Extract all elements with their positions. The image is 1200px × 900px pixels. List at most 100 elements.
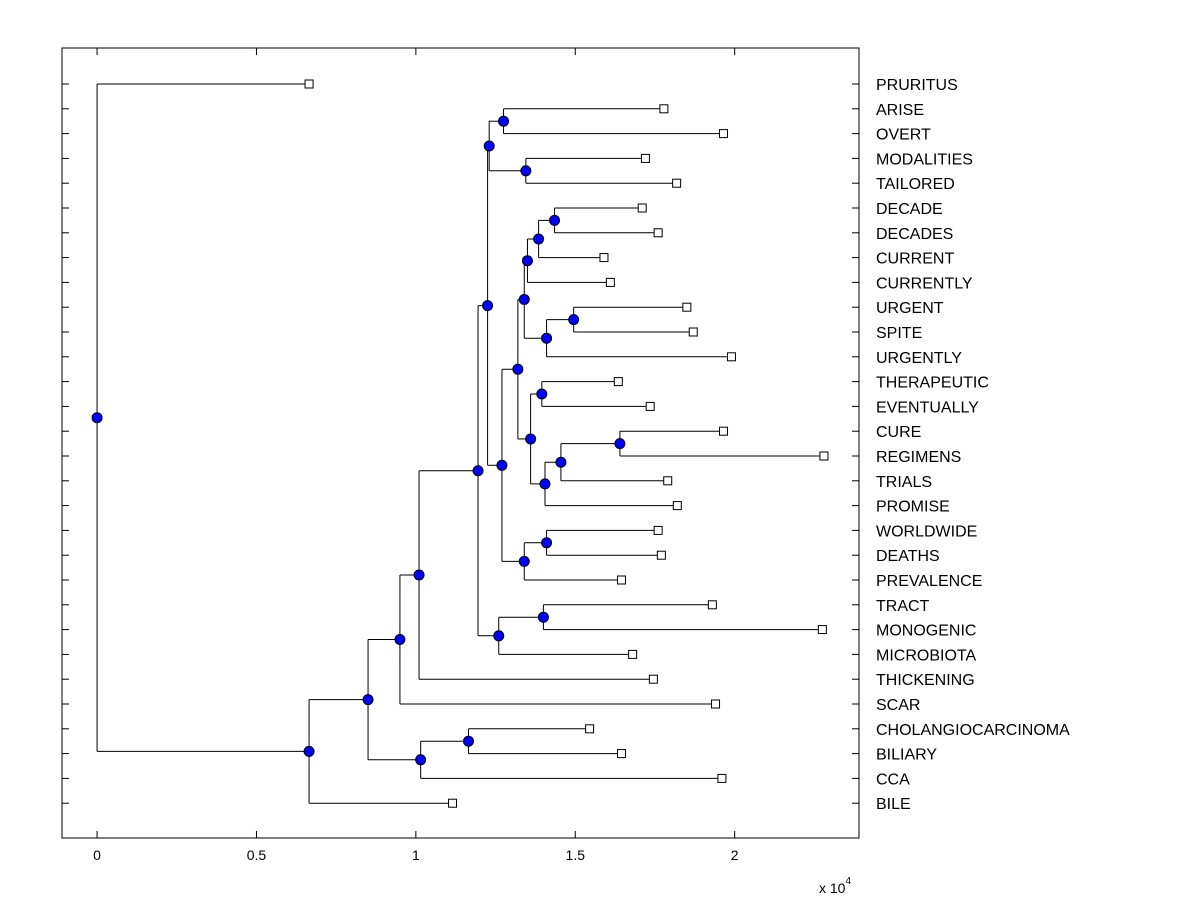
leaf-label: CURRENT xyxy=(876,251,954,268)
leaf-marker xyxy=(672,178,682,188)
node-marker xyxy=(536,388,548,400)
leaf-marker xyxy=(663,476,673,486)
leaf-marker xyxy=(448,798,458,808)
leaf-label: THICKENING xyxy=(876,672,975,689)
node-marker xyxy=(462,735,474,747)
leaf-label: THERAPEUTIC xyxy=(876,375,989,392)
node-marker xyxy=(549,214,561,226)
x-tick-label: 1 xyxy=(412,847,420,863)
leaf-label: DEATHS xyxy=(876,548,940,565)
node-marker xyxy=(496,459,508,471)
x-ticks: 0 0.5 1 1.5 2 xyxy=(93,48,739,863)
leaf-marker xyxy=(648,674,658,684)
node-marker xyxy=(533,233,545,245)
leaf-markers xyxy=(304,79,829,808)
leaf-label: TRACT xyxy=(876,598,930,615)
node-marker xyxy=(539,478,551,490)
leaf-marker xyxy=(717,773,727,783)
leaf-label: OVERT xyxy=(876,127,931,144)
node-marker xyxy=(525,433,537,445)
leaf-marker xyxy=(645,401,655,411)
node-marker xyxy=(415,754,427,766)
leaf-label: CHOLANGIOCARCINOMA xyxy=(876,722,1070,739)
leaf-marker xyxy=(726,352,736,362)
leaf-label: URGENTLY xyxy=(876,350,962,367)
node-marker xyxy=(498,115,510,127)
leaf-label: EVENTUALLY xyxy=(876,399,979,416)
node-marker xyxy=(518,293,530,305)
root-node-marker xyxy=(91,412,103,424)
leaf-label: URGENT xyxy=(876,300,944,317)
leaf-label: CURE xyxy=(876,424,921,441)
node-marker xyxy=(413,569,425,581)
node-marker xyxy=(555,456,567,468)
node-marker xyxy=(614,438,626,450)
leaf-label: MODALITIES xyxy=(876,151,973,168)
node-marker xyxy=(303,745,315,757)
node-marker xyxy=(472,465,484,477)
leaf-marker xyxy=(819,451,829,461)
leaf-marker xyxy=(656,550,666,560)
node-markers xyxy=(91,115,626,766)
leaf-marker xyxy=(682,302,692,312)
node-marker xyxy=(537,611,549,623)
node-marker xyxy=(520,165,532,177)
node-marker xyxy=(362,694,374,706)
leaf-marker xyxy=(653,228,663,238)
x-tick-label: 1.5 xyxy=(566,847,586,863)
leaf-marker xyxy=(711,699,721,709)
leaf-marker xyxy=(817,625,827,635)
leaf-label: SCAR xyxy=(876,697,920,714)
node-marker xyxy=(541,537,553,549)
leaf-label: SPITE xyxy=(876,325,922,342)
leaf-label: DECADES xyxy=(876,226,953,243)
leaf-marker xyxy=(637,203,647,213)
x-tick-label: 0 xyxy=(93,847,101,863)
leaf-marker xyxy=(719,129,729,139)
leaf-label: MONOGENIC xyxy=(876,623,976,640)
node-marker xyxy=(512,363,524,375)
leaf-marker xyxy=(659,104,669,114)
leaf-label: MICROBIOTA xyxy=(876,647,976,664)
leaf-label: PROMISE xyxy=(876,499,950,516)
node-marker xyxy=(541,332,553,344)
node-marker xyxy=(568,314,580,326)
leaf-marker xyxy=(585,724,595,734)
leaf-marker xyxy=(640,153,650,163)
leaf-marker xyxy=(304,79,314,89)
leaf-marker xyxy=(616,575,626,585)
leaf-label: BILE xyxy=(876,796,911,813)
leaf-labels: PRURITUS ARISE OVERT MODALITIES TAILORED DECA… xyxy=(876,77,1070,813)
leaf-marker xyxy=(628,649,638,659)
leaf-marker xyxy=(707,600,717,610)
x-tick-label: 2 xyxy=(731,847,739,863)
node-marker xyxy=(483,140,495,152)
leaf-marker xyxy=(653,525,663,535)
leaf-marker xyxy=(688,327,698,337)
leaf-label: REGIMENS xyxy=(876,449,961,466)
leaf-label: TAILORED xyxy=(876,176,955,193)
leaf-label: TRIALS xyxy=(876,474,932,491)
leaf-marker xyxy=(599,253,609,263)
node-marker xyxy=(394,633,406,645)
leaf-label: CCA xyxy=(876,771,910,788)
leaf-marker xyxy=(616,749,626,759)
leaf-label: CURRENTLY xyxy=(876,275,973,292)
leaf-marker xyxy=(719,426,729,436)
leaf-label: ARISE xyxy=(876,102,924,119)
node-marker xyxy=(518,555,530,567)
node-marker xyxy=(493,630,505,642)
leaf-label: PREVALENCE xyxy=(876,573,982,590)
leaf-label: WORLDWIDE xyxy=(876,523,977,540)
leaf-label: BILIARY xyxy=(876,747,937,764)
leaf-marker xyxy=(613,377,623,387)
leaf-marker xyxy=(605,277,615,287)
plot-frame xyxy=(61,47,860,839)
leaf-label: DECADE xyxy=(876,201,943,218)
node-marker xyxy=(482,300,494,312)
y-ticks xyxy=(62,83,859,804)
x-tick-label: 0.5 xyxy=(247,847,267,863)
node-marker xyxy=(521,255,533,267)
